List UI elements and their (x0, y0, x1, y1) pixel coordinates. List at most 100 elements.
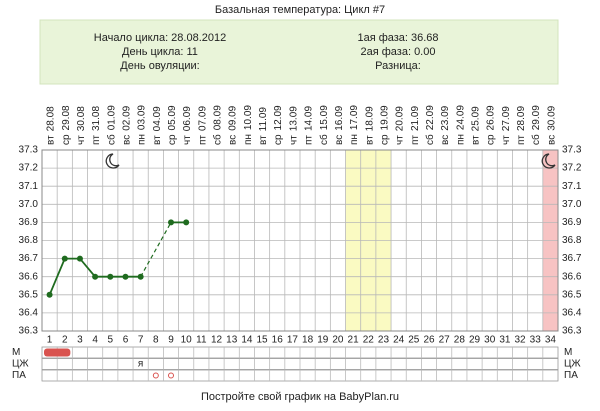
date-header: сб 15.09 (317, 105, 329, 145)
date-header: ср 26.09 (485, 105, 496, 145)
date: 31.08 (91, 106, 102, 131)
date: 29.09 (531, 105, 542, 130)
x-tick-label: 3 (77, 335, 83, 346)
plot: 36.3 36.3 36.4 36.4 36.5 36.5 36.6 36.6 36.7 36.7… (12, 105, 582, 382)
x-tick-label: 21 (348, 335, 360, 346)
weekday: сб (317, 134, 329, 145)
date: 17.09 (349, 105, 360, 130)
date-header: вс 09.09 (227, 105, 238, 145)
gap-connector (140, 222, 172, 277)
x-tick-label: 11 (196, 335, 207, 346)
date-header: вс 16.09 (334, 105, 345, 145)
date-header: вт 28.08 (45, 106, 56, 145)
menstruation-mark (44, 348, 71, 357)
x-tick-label: 24 (393, 335, 405, 346)
x-tick-label: 10 (181, 335, 193, 346)
weekday: чт (394, 135, 405, 145)
x-tick-label: 28 (454, 335, 466, 346)
weekday: пт (91, 135, 102, 145)
x-tick-label: 32 (514, 335, 526, 346)
date-header: чт 06.09 (182, 106, 193, 145)
date: 08.09 (212, 105, 223, 130)
weekday: вс (440, 135, 451, 145)
x-tick-label: 12 (211, 335, 223, 346)
x-tick-label: 18 (302, 335, 314, 346)
date: 02.09 (121, 105, 132, 130)
pa-mark (152, 372, 159, 379)
x-tick-label: 34 (545, 335, 557, 346)
date: 22.09 (425, 105, 436, 130)
date: 12.09 (273, 105, 284, 130)
date: 30.08 (76, 106, 87, 131)
date-header: сб 29.09 (530, 105, 542, 145)
weekday: пт (303, 135, 314, 145)
date: 19.09 (379, 105, 390, 130)
date: 27.09 (501, 106, 512, 131)
weekday: сб (211, 134, 223, 145)
x-tick-label: 2 (62, 335, 68, 346)
weekday: чт (288, 135, 299, 145)
weekday: чт (501, 135, 512, 145)
date: 03.09 (136, 105, 147, 130)
temperature-point (168, 219, 174, 226)
temperature-point (92, 273, 99, 280)
y-tick-label: 37.0 (19, 199, 39, 210)
date: 06.09 (182, 106, 193, 131)
date-header: сб 08.09 (211, 105, 223, 145)
weekday: ср (379, 134, 390, 145)
x-tick-label: 9 (168, 335, 174, 346)
date-header: пт 07.09 (197, 106, 208, 145)
weekday: сб (424, 134, 436, 145)
x-tick-label: 23 (378, 335, 390, 346)
date-header: ср 19.09 (379, 105, 390, 145)
pa-mark (168, 372, 174, 379)
date: 16.09 (334, 105, 345, 130)
date: 29.08 (60, 105, 71, 130)
y-tick-label: 36.6 (19, 271, 39, 282)
x-tick-label: 4 (92, 335, 98, 346)
y-tick-label: 36.6 (562, 271, 582, 282)
date-header: вт 11.09 (258, 107, 269, 145)
x-tick-label: 15 (256, 335, 268, 346)
weekday: вт (151, 135, 162, 145)
temperature-point (46, 291, 53, 298)
weekday: пт (516, 135, 527, 145)
row-label: М (564, 347, 572, 358)
footer: Постройте свой график на BabyPlan.ru (201, 391, 399, 403)
row-label: ПА (564, 370, 578, 381)
info-box (39, 19, 559, 85)
date: 04.09 (151, 106, 162, 131)
temperature-point (183, 219, 190, 226)
x-tick-label: 20 (332, 335, 344, 346)
weekday: вс (546, 135, 557, 145)
x-tick-label: 6 (123, 335, 129, 346)
weekday: пн (136, 134, 147, 145)
temperature-point (61, 255, 68, 262)
date: 11.09 (258, 107, 269, 132)
date-header: чт 13.09 (288, 106, 299, 145)
weekday: ср (273, 134, 284, 145)
date-header: вс 30.09 (546, 105, 557, 145)
weekday: пн (349, 134, 360, 145)
date-header: вт 18.09 (364, 106, 375, 145)
y-tick-label: 36.5 (562, 289, 582, 300)
date: 10.09 (243, 105, 254, 130)
x-tick-label: 31 (499, 335, 511, 346)
weekday: ср (485, 134, 496, 145)
info-text: 2ая фаза: 0.00 (361, 46, 436, 58)
moon-icon (541, 153, 556, 169)
date: 28.09 (516, 106, 527, 131)
info-text: Разница: (375, 60, 421, 72)
moon-icon (105, 153, 120, 169)
weekday: вт (258, 135, 269, 145)
weekday: вс (227, 135, 238, 145)
date: 28.08 (45, 106, 56, 131)
weekday: ср (60, 134, 71, 145)
y-tick-label: 37.3 (562, 145, 582, 156)
date-header: чт 20.09 (394, 106, 405, 145)
y-tick-label: 37.2 (562, 163, 582, 174)
date-header: сб 01.09 (105, 105, 117, 145)
y-tick-label: 36.5 (19, 289, 39, 300)
date: 20.09 (394, 106, 405, 131)
